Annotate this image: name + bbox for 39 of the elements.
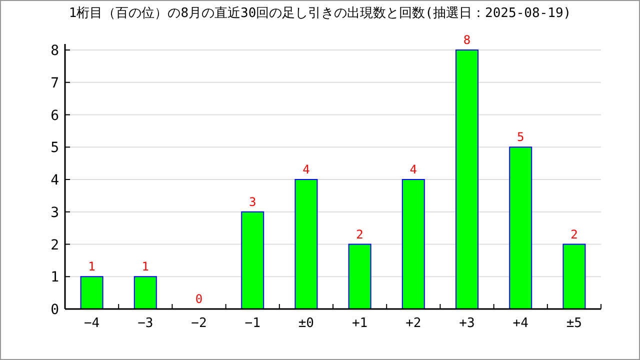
data-label: 8 <box>463 33 471 47</box>
data-label: 0 <box>195 292 203 306</box>
y-tick-label: 5 <box>50 140 59 156</box>
x-tick-label: ±0 <box>298 316 314 331</box>
chart-title: 1桁目（百の位）の8月の直近30回の足し引きの出現数と回数(抽選日：2025-08-19) <box>68 6 572 21</box>
bar <box>241 211 264 310</box>
y-tick-label: 4 <box>50 172 59 188</box>
x-tick-label: −4 <box>84 316 100 331</box>
x-tick-label: ±5 <box>566 316 582 331</box>
y-tick-label: 1 <box>50 270 59 286</box>
bar <box>294 179 318 310</box>
data-label: 2 <box>356 227 364 242</box>
data-label: 1 <box>142 260 150 274</box>
x-tick-label: +4 <box>512 316 529 331</box>
bar <box>80 276 104 310</box>
bar <box>348 244 372 310</box>
x-tick-label: +2 <box>406 316 422 331</box>
data-label: 1 <box>88 260 96 274</box>
y-tick-label: 7 <box>50 75 59 92</box>
data-label: 4 <box>410 162 418 176</box>
bar <box>509 146 532 310</box>
y-tick-label: 2 <box>50 237 59 254</box>
data-label: 5 <box>516 130 524 144</box>
data-label: 2 <box>570 227 578 242</box>
x-tick-label: −1 <box>244 316 260 331</box>
y-tick-label: 8 <box>50 43 59 59</box>
data-label: 3 <box>248 194 256 209</box>
x-tick-label: −2 <box>191 316 207 331</box>
data-label: 4 <box>302 162 310 176</box>
y-tick-label: 3 <box>50 204 59 221</box>
bar <box>402 179 425 310</box>
y-tick-label: 6 <box>50 108 59 124</box>
bar <box>562 244 586 310</box>
x-tick-label: −3 <box>138 316 154 331</box>
bar <box>134 276 157 310</box>
x-tick-label: +1 <box>352 316 368 331</box>
bar <box>456 50 478 310</box>
y-tick-label: 0 <box>50 302 59 318</box>
x-tick-label: +3 <box>459 316 475 331</box>
